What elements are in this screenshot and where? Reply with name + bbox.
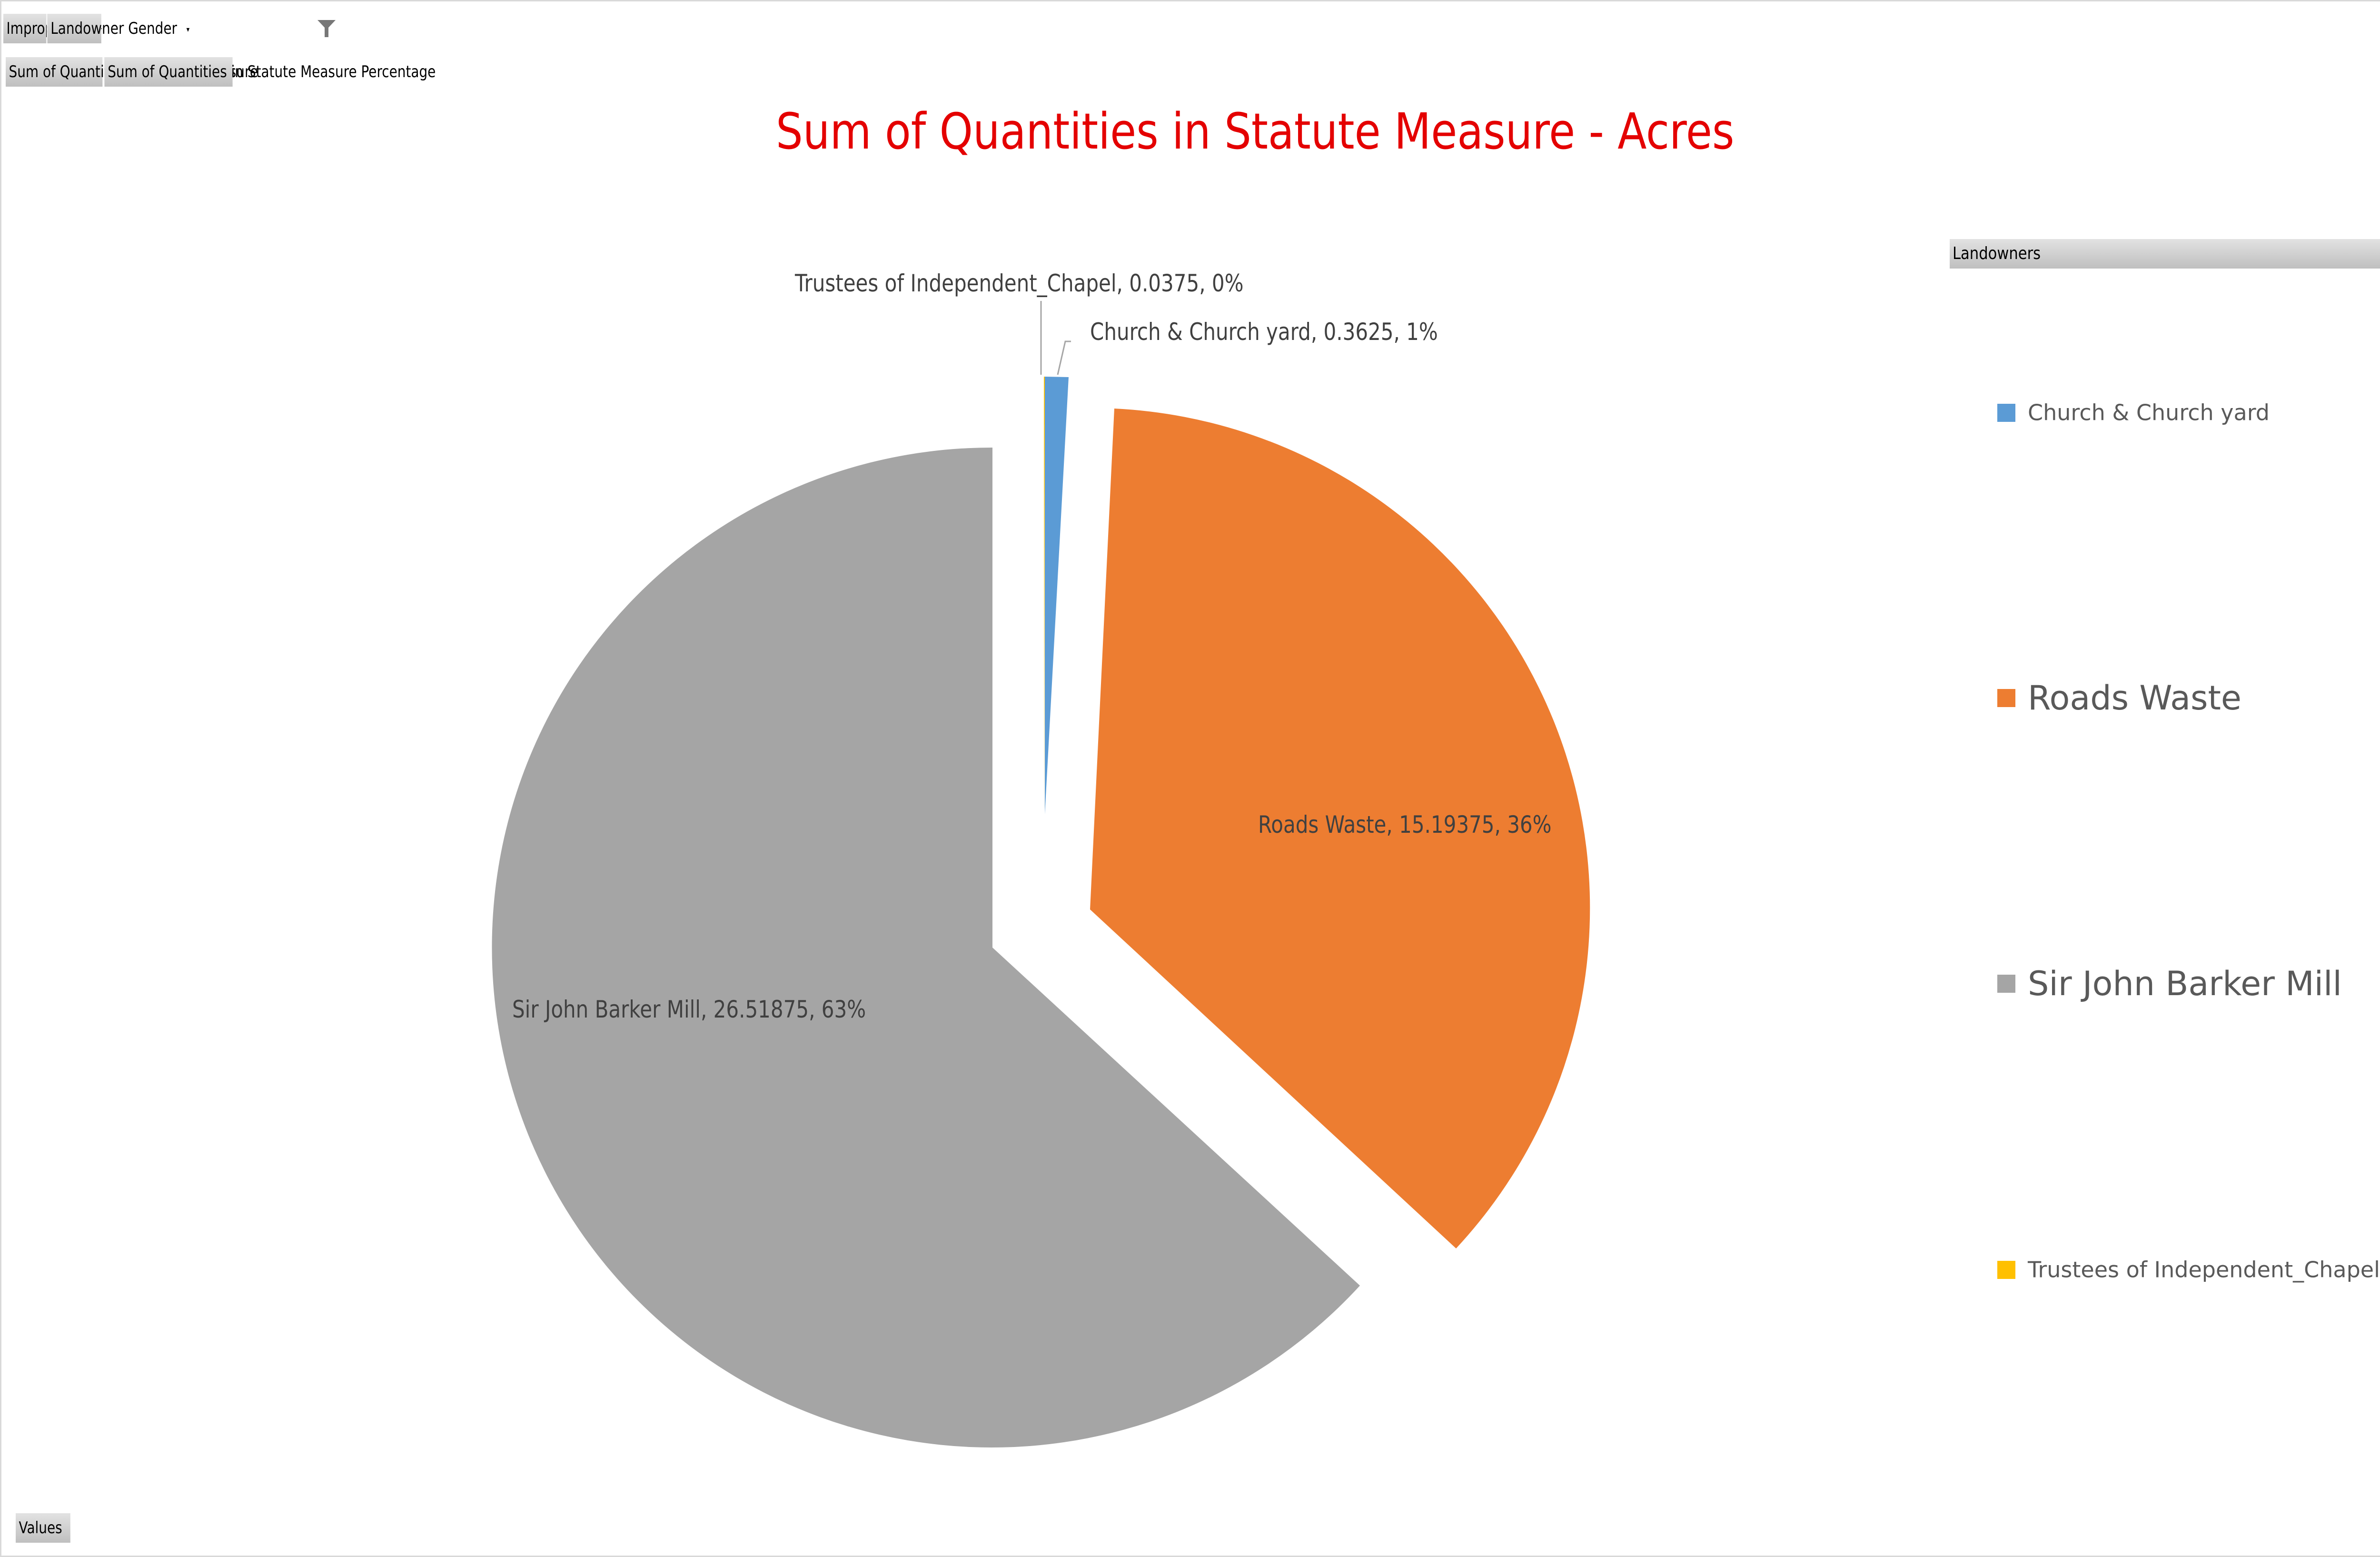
chart-title: Sum of Quantities in Statute Measure - A… xyxy=(776,102,1735,160)
legend-swatch xyxy=(1997,403,2015,422)
legend-header-label: Landowners xyxy=(1953,244,2041,263)
filter-landowner-gender-label: Landowner Gender xyxy=(50,19,177,38)
legend-label: Roads Waste xyxy=(2028,678,2241,718)
legend-swatch xyxy=(1997,689,2015,707)
data-label-church: Church & Church yard, 0.3625, 1% xyxy=(1090,318,1438,346)
chevron-down-icon: ▾ xyxy=(186,24,190,34)
filter-landowner-gender-button[interactable]: Landowner Gender ▾ xyxy=(47,14,189,43)
values-label: Values xyxy=(19,1518,62,1537)
legend-swatch xyxy=(1997,974,2015,993)
leader-line-church xyxy=(1057,340,1071,375)
pie-slice-church[interactable] xyxy=(1045,377,1069,814)
value-field-percentage-button[interactable]: Sum of Quantities in Statute Measure Per… xyxy=(104,57,436,87)
legend-swatch xyxy=(1997,1260,2015,1279)
legend-item-trustees[interactable]: Trustees of Independent_Chapel xyxy=(1997,1255,2380,1283)
value-field-percentage-label: Sum of Quantities in Statute Measure Per… xyxy=(108,62,436,81)
legend-item-church[interactable]: Church & Church yard xyxy=(1997,398,2270,426)
funnel-icon[interactable] xyxy=(317,19,337,39)
data-label-trustees: Trustees of Independent_Chapel, 0.0375, … xyxy=(795,269,1244,297)
legend-label: Trustees of Independent_Chapel xyxy=(2028,1257,2380,1283)
data-label-sir-john-barker-mill: Sir John Barker Mill, 26.51875, 63% xyxy=(512,996,866,1023)
data-label-roads-waste: Roads Waste, 15.19375, 36% xyxy=(1258,811,1552,838)
pie-slice-roads-waste[interactable] xyxy=(1090,409,1590,1248)
values-field-button[interactable]: Values xyxy=(16,1513,70,1543)
legend-field-landowners-button[interactable]: Landowners ▾ xyxy=(1950,239,2380,269)
pie-slice-trustees[interactable] xyxy=(1044,377,1045,814)
pie-slice-sir-john-barker-mill[interactable] xyxy=(492,447,1360,1447)
legend-item-sir-john-barker-mill[interactable]: Sir John Barker Mill xyxy=(1997,962,2342,1003)
legend-label: Sir John Barker Mill xyxy=(2028,964,2342,1003)
legend-item-roads-waste[interactable]: Roads Waste xyxy=(1997,676,2241,718)
legend-label: Church & Church yard xyxy=(2028,399,2270,426)
